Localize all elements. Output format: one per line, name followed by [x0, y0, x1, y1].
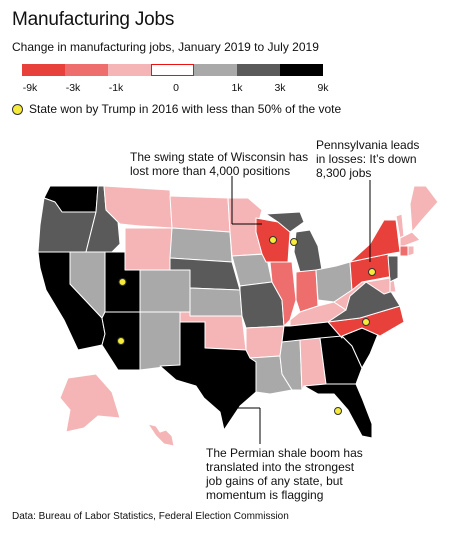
- trump-legend-label: State won by Trump in 2016 with less tha…: [29, 102, 342, 116]
- trump-marker-wi: [269, 236, 277, 244]
- annotation-line: in losses: It’s down: [316, 152, 417, 166]
- legend-tick: 9k: [317, 82, 329, 94]
- state-NM: [139, 311, 181, 371]
- annotation-line: job gains of any state, but: [206, 474, 343, 488]
- state-KS: [189, 287, 243, 317]
- annotation-line: 8,300 jobs: [316, 166, 372, 180]
- annotation-line: The swing state of Wisconsin has: [130, 150, 309, 164]
- trump-marker-mi: [290, 238, 298, 246]
- legend-bin-1: [65, 64, 108, 76]
- state-AR: [245, 325, 285, 359]
- state-HI: [147, 423, 175, 447]
- state-MD: [365, 277, 391, 295]
- state-TX: [159, 321, 257, 431]
- trump-marker-nc: [362, 318, 370, 326]
- legend-ticks: -9k -3k -1k 0 1k 3k 9k: [0, 82, 469, 96]
- state-WY: [124, 227, 173, 271]
- legend-tick: 1k: [231, 82, 243, 94]
- legend-tick: 3k: [274, 82, 286, 94]
- legend-bin-4: [194, 64, 237, 76]
- legend-tick: -1k: [108, 82, 124, 94]
- state-IL: [269, 261, 297, 327]
- legend-bin-5: [237, 64, 280, 76]
- annotation-line: lost more than 4,000 positions: [130, 164, 291, 178]
- state-AK: [59, 373, 121, 433]
- legend-bin-6: [280, 64, 323, 76]
- legend-bin-0: [22, 64, 65, 76]
- wisconsin-annotation: The swing state of Wisconsin has lost mo…: [130, 150, 308, 178]
- state-FL: [303, 383, 373, 439]
- state-DE: [389, 279, 397, 293]
- annotation-line: The Permian shale boom has: [206, 446, 363, 460]
- chart-subtitle: Change in manufacturing jobs, January 20…: [12, 40, 319, 54]
- state-IN: [295, 269, 319, 313]
- trump-marker-ut: [118, 278, 127, 286]
- legend-tick: -9k: [22, 82, 38, 94]
- texas-annotation: The Permian shale boom has translated in…: [206, 446, 363, 502]
- trump-marker-az: [117, 337, 125, 345]
- state-CO: [139, 269, 191, 313]
- state-CT: [399, 245, 409, 257]
- trump-marker-fl: [334, 407, 342, 415]
- state-ME: [409, 185, 439, 233]
- chart-title: Manufacturing Jobs: [12, 9, 175, 30]
- state-NJ: [387, 255, 399, 283]
- state-SD: [169, 227, 233, 263]
- source-note: Data: Bureau of Labor Statistics, Federa…: [12, 511, 289, 522]
- color-legend: [22, 64, 323, 76]
- annotation-line: translated into the strongest: [206, 460, 355, 474]
- pennsylvania-annotation: Pennsylvania leads in losses: It’s down …: [316, 138, 419, 180]
- legend-tick: -3k: [65, 82, 81, 94]
- trump-legend: State won by Trump in 2016 with less tha…: [12, 102, 341, 116]
- legend-bin-3: [151, 64, 194, 76]
- annotation-line: Pennsylvania leads: [316, 138, 420, 152]
- trump-marker-pa: [368, 268, 376, 276]
- annotation-line: momentum is flagging: [206, 488, 324, 502]
- state-RI: [407, 245, 415, 257]
- legend-bin-2: [108, 64, 151, 76]
- yellow-dot-icon: [12, 103, 23, 115]
- legend-tick: 0: [173, 82, 179, 94]
- state-ND: [169, 195, 231, 233]
